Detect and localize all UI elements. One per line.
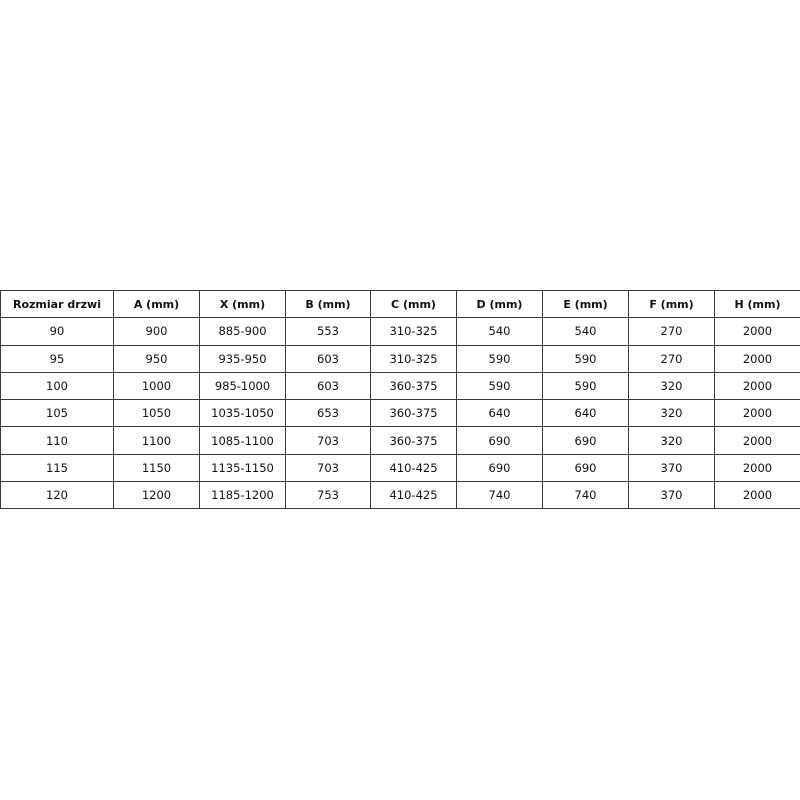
table-cell: 690 (542, 426, 629, 455)
table-row: 90 900 885-900 553 310-325 540 540 270 2000 (0, 317, 800, 346)
table-cell: 590 (542, 371, 629, 401)
table-cell: 1100 (113, 426, 200, 455)
table-cell: 115 (0, 453, 114, 483)
column-header: F (mm) (628, 289, 715, 319)
table-cell: 90 (0, 317, 114, 346)
column-header: H (mm) (714, 289, 800, 319)
dimensions-table: Rozmiar drzwi A (mm) X (mm) B (mm) C (mm) D (… (0, 289, 800, 510)
table-cell: 950 (113, 344, 200, 373)
table-cell: 935-950 (199, 344, 286, 373)
table-row: 110 1100 1085-1100 703 360-375 690 690 320 2000 (0, 426, 800, 455)
table-cell: 2000 (714, 371, 800, 401)
table-cell: 320 (628, 426, 715, 455)
table-cell: 640 (456, 399, 543, 428)
table-cell: 1150 (113, 453, 200, 483)
table-row: 120 1200 1185-1200 753 410-425 740 740 370 2000 (0, 481, 800, 510)
table-cell: 120 (0, 481, 114, 510)
table-cell: 590 (456, 344, 543, 373)
column-header: A (mm) (113, 289, 200, 319)
table-cell: 1035-1050 (199, 399, 286, 428)
header-row: Rozmiar drzwi A (mm) X (mm) B (mm) C (mm) D (… (0, 289, 800, 319)
table-cell: 603 (285, 371, 371, 401)
table-cell: 590 (456, 371, 543, 401)
table-cell: 270 (628, 344, 715, 373)
table-cell: 110 (0, 426, 114, 455)
table-cell: 310-325 (370, 344, 457, 373)
table-cell: 900 (113, 317, 200, 346)
column-header: D (mm) (456, 289, 543, 319)
table-cell: 553 (285, 317, 371, 346)
table-cell: 410-425 (370, 481, 457, 510)
table-cell: 1050 (113, 399, 200, 428)
table-cell: 885-900 (199, 317, 286, 346)
column-header: E (mm) (542, 289, 629, 319)
table-cell: 653 (285, 399, 371, 428)
table-cell: 1200 (113, 481, 200, 510)
table-cell: 410-425 (370, 453, 457, 483)
table-cell: 310-325 (370, 317, 457, 346)
table-cell: 740 (542, 481, 629, 510)
table-cell: 703 (285, 426, 371, 455)
table-cell: 690 (542, 453, 629, 483)
table-cell: 690 (456, 453, 543, 483)
table-cell: 105 (0, 399, 114, 428)
table-cell: 2000 (714, 344, 800, 373)
column-header: Rozmiar drzwi (0, 289, 114, 319)
table-row: 105 1050 1035-1050 653 360-375 640 640 320 2000 (0, 399, 800, 428)
table-cell: 985-1000 (199, 371, 286, 401)
table-cell: 270 (628, 317, 715, 346)
table-cell: 753 (285, 481, 371, 510)
table-cell: 2000 (714, 317, 800, 346)
table-cell: 2000 (714, 399, 800, 428)
table-row: 100 1000 985-1000 603 360-375 590 590 320 2000 (0, 371, 800, 401)
table-cell: 360-375 (370, 371, 457, 401)
table-cell: 540 (542, 317, 629, 346)
table-cell: 2000 (714, 453, 800, 483)
table-cell: 320 (628, 371, 715, 401)
table-cell: 360-375 (370, 399, 457, 428)
table-cell: 703 (285, 453, 371, 483)
table-cell: 740 (456, 481, 543, 510)
table-cell: 1135-1150 (199, 453, 286, 483)
column-header: X (mm) (199, 289, 286, 319)
table-row: 115 1150 1135-1150 703 410-425 690 690 370 2000 (0, 453, 800, 483)
table-cell: 2000 (714, 426, 800, 455)
table-cell: 100 (0, 371, 114, 401)
table-cell: 1000 (113, 371, 200, 401)
table-cell: 370 (628, 481, 715, 510)
table-cell: 95 (0, 344, 114, 373)
table-cell: 690 (456, 426, 543, 455)
table-cell: 2000 (714, 481, 800, 510)
table-cell: 603 (285, 344, 371, 373)
table-cell: 1085-1100 (199, 426, 286, 455)
table-cell: 370 (628, 453, 715, 483)
table-row: 95 950 935-950 603 310-325 590 590 270 2000 (0, 344, 800, 373)
column-header: B (mm) (285, 289, 371, 319)
table-cell: 320 (628, 399, 715, 428)
table-cell: 1185-1200 (199, 481, 286, 510)
table-cell: 590 (542, 344, 629, 373)
column-header: C (mm) (370, 289, 457, 319)
table-cell: 640 (542, 399, 629, 428)
table-cell: 360-375 (370, 426, 457, 455)
table-cell: 540 (456, 317, 543, 346)
